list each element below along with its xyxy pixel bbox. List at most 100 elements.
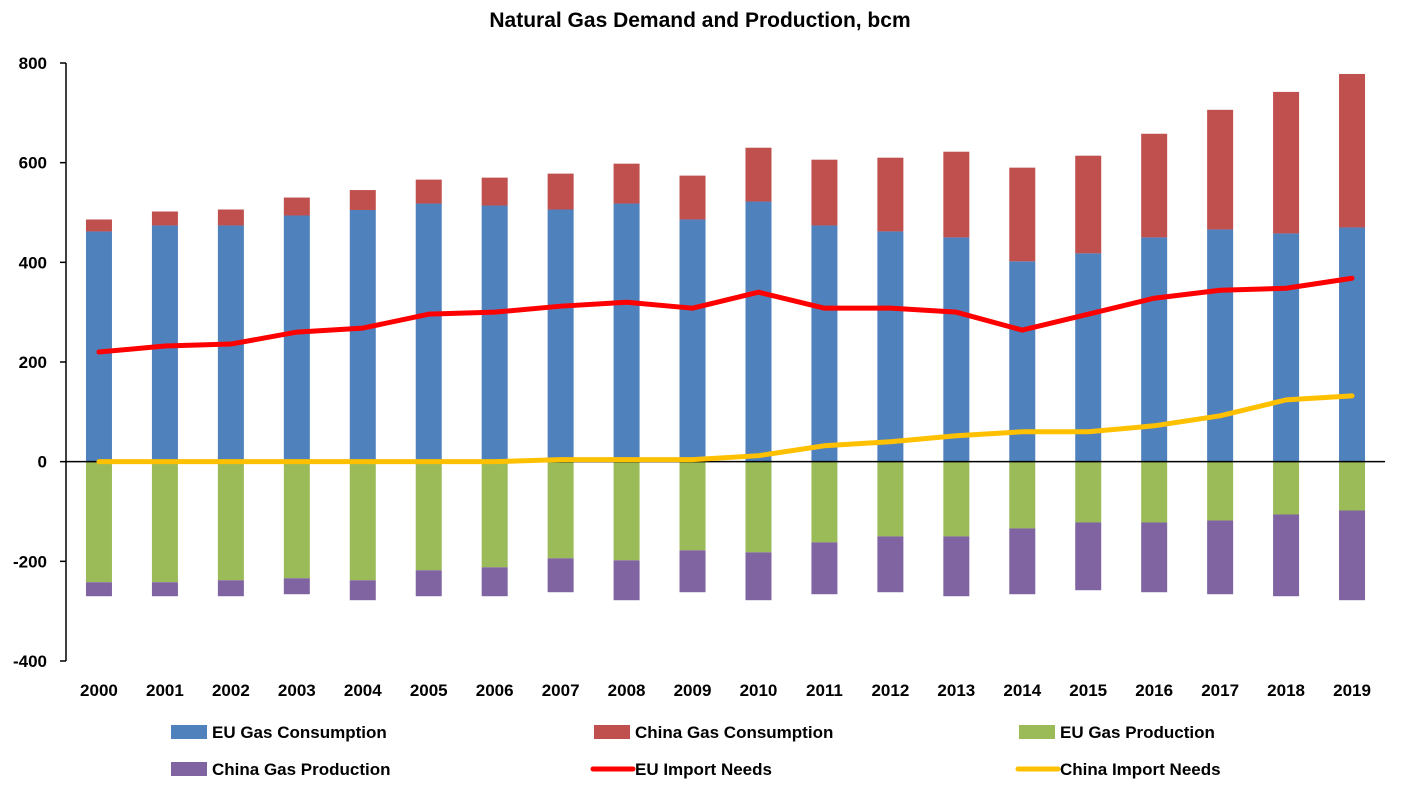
legend: EU Gas Consumption China Gas Consumption E… [171, 723, 1221, 779]
bar-china-gas-consumption-2014 [1009, 167, 1036, 262]
bar-eu-gas-consumption-2003 [283, 215, 310, 462]
bar-china-gas-consumption-2001 [151, 211, 178, 226]
bar-china-gas-consumption-2015 [1075, 155, 1102, 254]
x-tick-label: 2006 [476, 681, 514, 700]
bar-china-gas-production-2017 [1207, 520, 1234, 595]
bar-china-gas-consumption-2011 [811, 159, 838, 226]
bar-eu-gas-consumption-2004 [349, 210, 376, 462]
bar-eu-gas-consumption-2018 [1273, 233, 1300, 462]
x-tick-label: 2007 [542, 681, 580, 700]
bar-china-gas-production-2018 [1273, 514, 1300, 597]
bar-eu-gas-production-2000 [85, 461, 112, 583]
x-tick-label: 2003 [278, 681, 316, 700]
legend-label: EU Gas Production [1060, 723, 1215, 742]
bar-eu-gas-production-2019 [1339, 461, 1366, 511]
bar-eu-gas-production-2015 [1075, 461, 1102, 523]
bar-eu-gas-production-2005 [415, 461, 442, 571]
bar-china-gas-consumption-2002 [217, 209, 244, 226]
bar-eu-gas-production-2018 [1273, 461, 1300, 515]
bar-eu-gas-consumption-2017 [1207, 229, 1234, 462]
bar-china-gas-consumption-2000 [85, 219, 112, 232]
bar-china-gas-consumption-2016 [1141, 133, 1168, 238]
legend-item-eu-gas-production: EU Gas Production [1019, 723, 1215, 742]
bar-china-gas-consumption-2008 [613, 163, 640, 204]
bar-eu-gas-consumption-2012 [877, 231, 904, 462]
bar-eu-gas-production-2009 [679, 461, 706, 551]
bar-china-gas-consumption-2019 [1339, 73, 1366, 228]
bar-china-gas-production-2004 [349, 580, 376, 601]
legend-label: China Gas Production [212, 760, 391, 779]
bar-eu-gas-production-2010 [745, 461, 772, 553]
legend-label: China Import Needs [1060, 760, 1221, 779]
x-tick-label: 2009 [674, 681, 712, 700]
x-tick-label: 2000 [80, 681, 118, 700]
bar-eu-gas-consumption-2005 [415, 203, 442, 462]
bar-eu-gas-consumption-2015 [1075, 253, 1102, 462]
bar-china-gas-consumption-2003 [283, 197, 310, 216]
bar-china-gas-production-2015 [1075, 522, 1102, 591]
x-tick-label: 2014 [1003, 681, 1041, 700]
x-tick-label: 2001 [146, 681, 184, 700]
bar-eu-gas-consumption-2011 [811, 225, 838, 462]
bar-china-gas-production-2001 [151, 582, 178, 597]
x-tick-label: 2015 [1069, 681, 1107, 700]
bar-china-gas-consumption-2013 [943, 151, 970, 238]
legend-item-eu-import-needs: EU Import Needs [590, 760, 772, 779]
bar-china-gas-consumption-2005 [415, 179, 442, 204]
bar-china-gas-consumption-2007 [547, 173, 574, 210]
bar-china-gas-consumption-2010 [745, 147, 772, 202]
bar-china-gas-production-2013 [943, 536, 970, 597]
bar-china-gas-production-2014 [1009, 528, 1036, 595]
line-eu-import-needs [96, 275, 1355, 355]
legend-swatch [594, 725, 630, 739]
line-china-import-needs [96, 393, 1355, 465]
bar-china-gas-consumption-2017 [1207, 109, 1234, 230]
legend-label: EU Gas Consumption [212, 723, 387, 742]
bar-eu-gas-consumption-2009 [679, 219, 706, 462]
bar-eu-gas-production-2003 [283, 461, 310, 579]
y-tick-label: -200 [13, 552, 47, 571]
y-tick-label: 800 [19, 54, 47, 73]
x-tick-label: 2016 [1135, 681, 1173, 700]
bar-eu-gas-consumption-2006 [481, 205, 508, 462]
y-tick-label: 600 [19, 154, 47, 173]
x-tick-label: 2012 [871, 681, 909, 700]
bar-china-gas-production-2006 [481, 567, 508, 597]
bar-eu-gas-consumption-2014 [1009, 261, 1036, 462]
bar-china-gas-production-2016 [1141, 522, 1168, 593]
bar-china-gas-production-2002 [217, 580, 244, 597]
legend-item-eu-gas-consumption: EU Gas Consumption [171, 723, 387, 742]
bar-china-gas-production-2011 [811, 542, 838, 595]
legend-swatch [171, 725, 207, 739]
bar-eu-gas-production-2012 [877, 461, 904, 537]
legend-label: EU Import Needs [635, 760, 772, 779]
bar-eu-gas-consumption-2008 [613, 203, 640, 462]
bar-china-gas-consumption-2006 [481, 177, 508, 206]
bar-eu-gas-consumption-2000 [85, 231, 112, 462]
legend-swatch [1019, 725, 1055, 739]
legend-swatch [171, 762, 207, 776]
bar-china-gas-consumption-2004 [349, 190, 376, 210]
x-tick-label: 2011 [806, 681, 843, 700]
bar-eu-gas-production-2007 [547, 461, 574, 559]
bar-eu-gas-production-2011 [811, 461, 838, 543]
bar-china-gas-production-2008 [613, 560, 640, 601]
bar-eu-gas-production-2008 [613, 461, 640, 561]
bar-eu-gas-production-2001 [151, 461, 178, 583]
legend-label: China Gas Consumption [635, 723, 833, 742]
x-tick-label: 2010 [740, 681, 778, 700]
bar-eu-gas-consumption-2013 [943, 237, 970, 462]
bar-china-gas-production-2012 [877, 536, 904, 593]
bar-eu-gas-production-2014 [1009, 461, 1036, 529]
bar-china-gas-production-2019 [1339, 510, 1366, 601]
lines-layer [96, 275, 1355, 465]
bar-eu-gas-production-2006 [481, 461, 508, 568]
bar-china-gas-consumption-2012 [877, 157, 904, 232]
x-tick-label: 2013 [937, 681, 975, 700]
bar-eu-gas-consumption-2007 [547, 209, 574, 462]
x-tick-label: 2018 [1267, 681, 1305, 700]
bar-eu-gas-consumption-2019 [1339, 227, 1366, 462]
